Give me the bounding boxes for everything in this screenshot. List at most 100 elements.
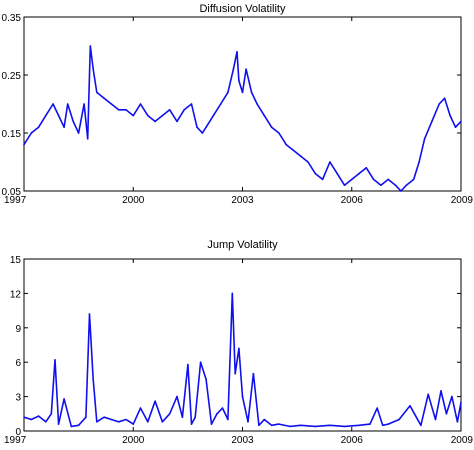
panel-1-ytick-label: 0.15 [2,129,22,140]
panel-2-data-point [190,423,193,425]
panel-2-data-point [54,359,56,361]
panel-1-data-point [250,91,253,94]
panel-1-data-point [460,120,462,123]
panel-2-data-point [45,421,47,423]
panel-2-data-point [187,363,189,366]
panel-2-data-point [57,423,60,425]
panel-1-data-point [238,80,240,82]
panel-2-data-point [96,421,98,423]
panel-1-data-point [147,114,149,117]
panel-1-data-point [161,114,164,117]
panel-2-data-point [63,398,65,400]
panel-1-data-point [314,172,317,175]
panel-1-data-point [52,103,54,105]
panel-1-data-point [343,184,346,186]
panel-2-data-point [231,292,234,295]
panel-2-data-point [234,372,236,375]
panel-2-data-point [37,415,40,417]
panel-2-data-point [381,424,384,427]
panel-1-xtick-label: 2000 [122,195,145,206]
panel-2-data-point [117,421,120,423]
panel-2-data-point [343,425,346,428]
panel-1-data-point [30,132,33,134]
panel-2-data-point [387,423,390,425]
panel-2-data-point [270,424,273,427]
panel-2-data-point [139,407,142,409]
panel-2-data-point [398,418,400,421]
panel-2-data-point [434,418,437,421]
panel-1-series-line [23,45,462,192]
panel-1-data-point [358,172,360,175]
panel-1-data-point [168,109,171,111]
panel-2-ytick-label: 0 [15,427,21,438]
panel-1-data-point [336,172,339,175]
panel-1-xtick-label: 2003 [231,195,254,206]
panel-2-data-point [358,424,360,427]
panel-2-data-point [300,424,302,427]
panel-1-title: Diffusion Volatility [199,3,286,15]
panel-2-data-point [50,413,53,415]
panel-2-data-point [161,421,164,423]
panel-1-xtick-label: 2006 [341,195,364,206]
panel-2-data-point [420,424,422,427]
panel-1-xtick-label: 2009 [451,195,474,206]
panel-1-data-point [300,155,302,157]
panel-2-frame [23,258,462,432]
panel-1-data-point [400,190,402,192]
panel-2-data-point [329,424,331,427]
panel-2-data-point [168,413,171,415]
panel-2-data-point [181,416,184,419]
panel-2-data-point [247,421,249,423]
panel-2-xtick-label: 2009 [451,435,474,446]
panel-1-data-point [256,103,258,105]
panel-1-data-point [329,161,331,163]
panel-2-data-point [227,418,229,421]
panel-1-data-point [205,126,207,128]
panel-2-data-point [30,418,33,421]
panel-2-ytick-label: 9 [15,324,21,335]
panel-1-data-point [285,143,288,146]
panel-2-data-point [221,407,224,409]
panel-2-data-point [154,400,156,403]
panel-2-data-point [194,416,196,419]
panel-2-data-point [314,425,317,428]
panel-1-data-point [245,68,247,70]
panel-1-data-point [72,120,74,123]
panel-1-data-point [449,114,451,117]
panel-1-data-point [103,97,105,99]
panel-1-data-point [423,138,426,140]
panel-2-title: Jump Volatility [207,239,278,251]
panel-2-data-point [176,395,178,398]
panel-1-data-point [117,109,120,111]
panel-1-data-point [263,114,266,117]
panel-2-xtick-label: 2003 [231,435,254,446]
panel-2-data-point [88,313,91,315]
panel-2-data-point [147,421,149,423]
panel-1-data-point [387,178,390,181]
panel-1-data-point [132,114,135,117]
panel-1-data-point [83,103,85,105]
panel-2-data-point [376,407,379,409]
panel-1-data-point [412,178,415,181]
panel-1-data-point [351,178,353,181]
panel-1-data-point [201,132,204,134]
panel-2-ytick-label: 12 [10,289,22,300]
panel-1-data-point [270,126,273,128]
panel-2-xtick-label: 2006 [341,435,364,446]
panel-1-ytick-label: 0.05 [2,187,22,198]
panel-2-data-point [369,423,371,425]
panel-1-data-point [89,45,92,47]
panel-2-ytick-label: 15 [10,255,22,266]
panel-2-data-point [205,378,207,381]
panel-2-data-point [92,378,94,381]
panel-1-data-point [438,103,441,105]
panel-2-data-point [258,424,260,427]
panel-1-data-point [292,149,295,152]
panel-2-data-point [125,418,127,421]
panel-1-data-point [77,132,80,134]
panel-2-data-point [77,424,80,427]
panel-1-data-point [57,114,60,117]
panel-2-data-point [241,395,244,398]
panel-1-data-point [212,114,215,117]
